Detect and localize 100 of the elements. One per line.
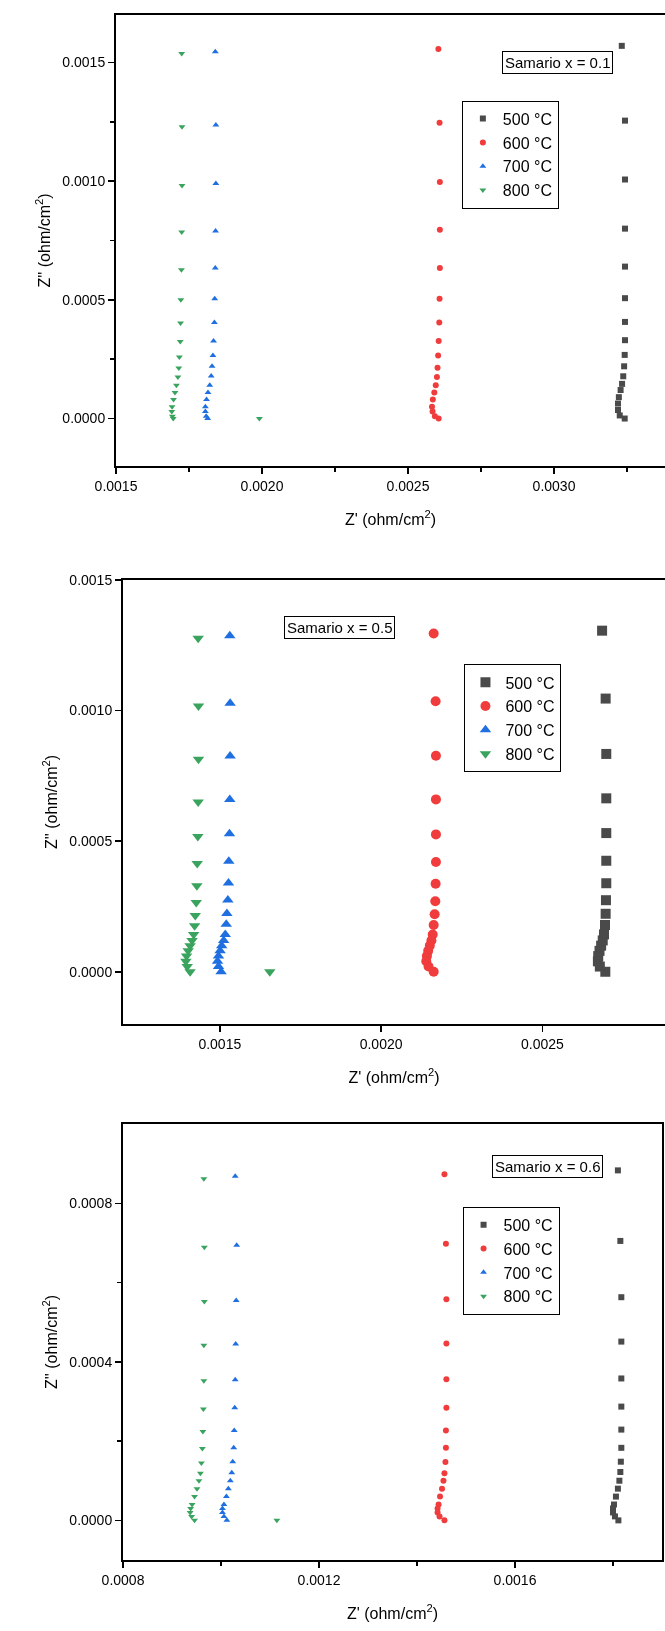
legend-label: 800 °C [502, 182, 552, 200]
point [440, 1477, 447, 1484]
point [222, 1493, 230, 1499]
point [612, 1493, 619, 1500]
y-tick-label: 0.0008 [69, 1195, 113, 1212]
point [441, 1517, 448, 1524]
point [436, 319, 443, 326]
point [621, 295, 628, 302]
legend-label: 600 °C [502, 134, 552, 152]
x-tick-label: 0.0020 [240, 477, 284, 494]
point [437, 1493, 444, 1500]
point [442, 1444, 449, 1451]
point [615, 1517, 622, 1524]
point [618, 1294, 625, 1301]
point [191, 1495, 198, 1500]
point [224, 1485, 232, 1491]
y-tick-label: 0.0015 [69, 571, 113, 588]
y-tick-label: 0.0005 [69, 833, 113, 850]
point [618, 1444, 625, 1451]
point [618, 1403, 625, 1410]
point [191, 860, 203, 869]
point [621, 117, 628, 124]
legend-label: 700 °C [505, 722, 555, 740]
y-tick-label: 0.0000 [62, 410, 106, 427]
point [600, 966, 611, 977]
point [191, 1518, 198, 1524]
point [224, 630, 236, 639]
x-tick-label: 0.0016 [493, 1571, 537, 1588]
y-tick-label: 0.0000 [69, 1512, 113, 1529]
point [617, 1237, 624, 1244]
point [212, 180, 220, 186]
annotation: Samario x = 0.6 [495, 1158, 601, 1175]
point [442, 1240, 449, 1247]
point [428, 628, 439, 639]
y-tick-label: 0.0010 [62, 173, 106, 190]
point [621, 263, 628, 270]
point [436, 179, 443, 186]
x-tick-label: 0.0025 [386, 477, 430, 494]
point [273, 1518, 281, 1524]
point [618, 42, 625, 49]
point [192, 833, 204, 842]
point [617, 1458, 624, 1465]
point [178, 51, 186, 57]
point [442, 1459, 449, 1466]
point [431, 389, 438, 396]
point [621, 351, 628, 358]
point [430, 896, 441, 907]
point [435, 337, 442, 344]
point [201, 403, 209, 409]
point [599, 920, 610, 931]
point [221, 908, 233, 917]
y-tick-label: 0.0005 [62, 291, 106, 308]
point [433, 373, 440, 380]
point [438, 1485, 445, 1492]
point [192, 635, 204, 644]
point [435, 352, 442, 359]
y-tick-label: 0.0000 [69, 963, 113, 980]
point [443, 1376, 450, 1383]
point [430, 878, 441, 889]
point [430, 696, 441, 707]
legend-label: 800 °C [505, 745, 555, 763]
legend-label: 500 °C [503, 1216, 553, 1234]
x-axis-title: Z' (ohm/cm$^{2}$) [344, 508, 437, 528]
point [430, 794, 441, 805]
point [436, 1513, 443, 1520]
point [428, 966, 439, 977]
point [620, 373, 627, 380]
point [443, 1404, 450, 1411]
y-tick-label: 0.0010 [69, 702, 113, 719]
point [621, 337, 628, 344]
point [436, 226, 443, 233]
legend-label: 600 °C [505, 698, 555, 716]
x-tick-label: 0.0020 [359, 1035, 403, 1052]
legend-label: 500 °C [502, 110, 552, 128]
point [614, 400, 621, 407]
annotation: Samario x = 0.5 [287, 619, 393, 636]
point [601, 748, 612, 759]
point [621, 225, 628, 232]
x-tick-label: 0.0012 [297, 1571, 341, 1588]
point [430, 829, 441, 840]
point [616, 1477, 623, 1484]
point [614, 1485, 621, 1492]
point [436, 265, 443, 272]
point [443, 1340, 450, 1347]
legend-label: 800 °C [503, 1288, 553, 1306]
point [432, 382, 439, 389]
point [601, 878, 612, 889]
x-tick-label: 0.0025 [520, 1035, 565, 1052]
y-tick-label: 0.0004 [69, 1353, 113, 1370]
point [621, 318, 628, 325]
point [600, 908, 611, 919]
point [597, 625, 608, 636]
point [436, 119, 443, 126]
point [436, 295, 443, 302]
point [443, 1296, 450, 1303]
point [428, 920, 439, 931]
point [170, 398, 177, 403]
point [621, 176, 628, 183]
point [600, 693, 611, 704]
point [617, 387, 624, 394]
